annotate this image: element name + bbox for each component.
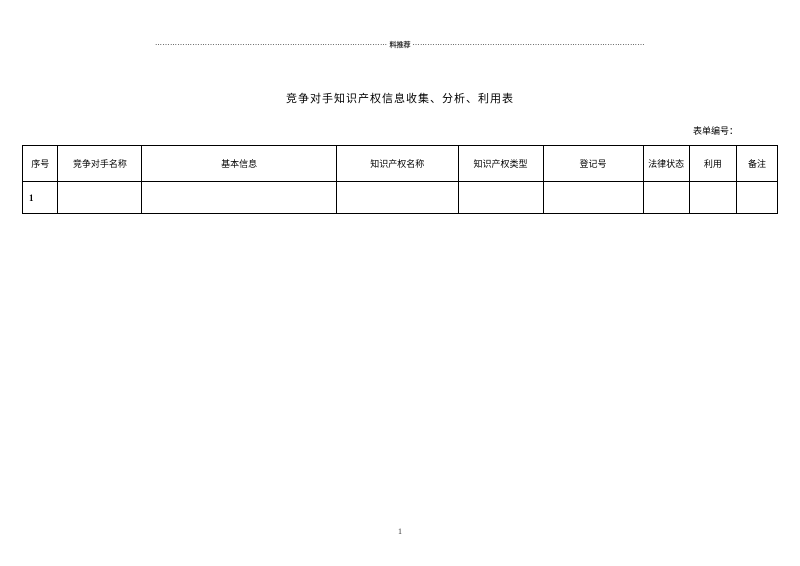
col-remarks: 备注 (737, 146, 778, 182)
main-table: 序号 竞争对手名称 基本信息 知识产权名称 知识产权类型 登记号 法律状态 利用… (22, 145, 778, 214)
header-dots-right: ⋯⋯⋯⋯⋯⋯⋯⋯⋯⋯⋯⋯⋯⋯⋯⋯⋯⋯⋯⋯⋯⋯⋯⋯⋯⋯⋯⋯⋯⋯⋯ (413, 41, 646, 49)
cell-utilization (689, 182, 736, 214)
table-row: 1 (23, 182, 778, 214)
col-utilization: 利用 (689, 146, 736, 182)
form-number-label: 表单编号： (22, 124, 778, 137)
col-ip-type: 知识产权类型 (458, 146, 543, 182)
table-header-row: 序号 竞争对手名称 基本信息 知识产权名称 知识产权类型 登记号 法律状态 利用… (23, 146, 778, 182)
cell-registration-no (543, 182, 643, 214)
col-basic-info: 基本信息 (142, 146, 337, 182)
cell-seq: 1 (23, 182, 58, 214)
header-line: ⋯⋯⋯⋯⋯⋯⋯⋯⋯⋯⋯⋯⋯⋯⋯⋯⋯⋯⋯⋯⋯⋯⋯⋯⋯⋯⋯⋯⋯⋯⋯料推荐⋯⋯⋯⋯⋯⋯… (22, 40, 778, 50)
col-seq: 序号 (23, 146, 58, 182)
cell-remarks (737, 182, 778, 214)
cell-competitor-name (58, 182, 142, 214)
header-label: 料推荐 (388, 40, 413, 50)
page-title: 竞争对手知识产权信息收集、分析、利用表 (22, 90, 778, 106)
cell-legal-status (643, 182, 689, 214)
page-number: 1 (0, 527, 800, 536)
cell-basic-info (142, 182, 337, 214)
col-legal-status: 法律状态 (643, 146, 689, 182)
col-competitor-name: 竞争对手名称 (58, 146, 142, 182)
col-ip-name: 知识产权名称 (337, 146, 459, 182)
cell-ip-type (458, 182, 543, 214)
cell-ip-name (337, 182, 459, 214)
header-dots-left: ⋯⋯⋯⋯⋯⋯⋯⋯⋯⋯⋯⋯⋯⋯⋯⋯⋯⋯⋯⋯⋯⋯⋯⋯⋯⋯⋯⋯⋯⋯⋯ (155, 41, 388, 49)
document-page: ⋯⋯⋯⋯⋯⋯⋯⋯⋯⋯⋯⋯⋯⋯⋯⋯⋯⋯⋯⋯⋯⋯⋯⋯⋯⋯⋯⋯⋯⋯⋯料推荐⋯⋯⋯⋯⋯⋯… (0, 0, 800, 214)
col-registration-no: 登记号 (543, 146, 643, 182)
